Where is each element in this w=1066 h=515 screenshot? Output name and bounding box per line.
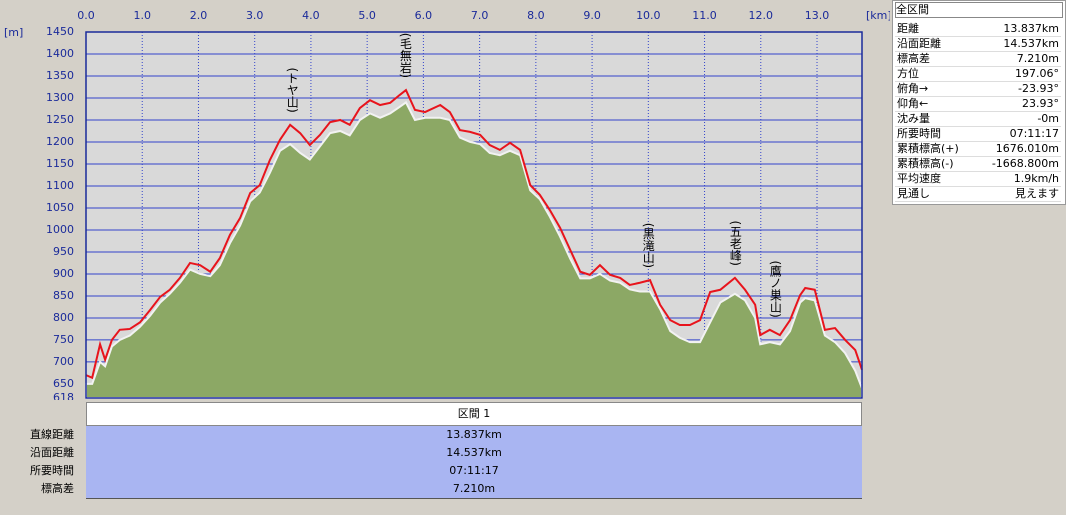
row-label: 沿面距離 [30, 446, 74, 459]
x-tick-label: 6.0 [415, 9, 433, 22]
row-divider [895, 186, 1061, 187]
summary-label: 累積標高(-) [897, 157, 954, 170]
y-tick-label: 1350 [46, 69, 74, 82]
row-divider [895, 51, 1061, 52]
y-tick-label: 850 [53, 289, 74, 302]
summary-label: 見通し [897, 187, 930, 200]
summary-value: -23.93° [1018, 82, 1059, 95]
y-tick-label: 1050 [46, 201, 74, 214]
y-tick-label: 750 [53, 333, 74, 346]
y-tick-label: 900 [53, 267, 74, 280]
y-tick-label: 650 [53, 377, 74, 390]
y-tick-label: 1450 [46, 25, 74, 38]
peak-label: (黒滝山) [641, 223, 655, 268]
row-label: 所要時間 [30, 464, 74, 477]
summary-label: 累積標高(+) [897, 142, 959, 155]
peak-label: (鷹ノ巣山) [768, 260, 782, 317]
x-tick-label: 5.0 [358, 9, 376, 22]
summary-value: 13.837km [1003, 22, 1059, 35]
summary-label: 距離 [897, 22, 919, 35]
row-value: 13.837km [86, 426, 862, 444]
row-divider [895, 141, 1061, 142]
x-tick-label: 10.0 [636, 9, 661, 22]
summary-value: 見えます [1015, 187, 1059, 200]
summary-value: -1668.800m [991, 157, 1059, 170]
summary-label: 沿面距離 [897, 37, 941, 50]
x-tick-label: 12.0 [749, 9, 774, 22]
x-tick-label: 13.0 [805, 9, 830, 22]
row-divider [895, 96, 1061, 97]
y-tick-label: 1100 [46, 179, 74, 192]
summary-label: 沈み量 [897, 112, 930, 125]
x-tick-label: 7.0 [471, 9, 489, 22]
row-value: 7.210m [86, 480, 862, 499]
summary-value: 1676.010m [995, 142, 1059, 155]
plot-frame [85, 31, 863, 399]
y-tick-label: 1200 [46, 135, 74, 148]
summary-label: 標高差 [897, 52, 930, 65]
y-tick-label: 700 [53, 355, 74, 368]
peak-label: (毛無岩) [398, 33, 412, 78]
panel-title: 全区間 [895, 2, 1063, 18]
x-tick-label: 9.0 [583, 9, 601, 22]
row-divider [895, 201, 1061, 202]
row-label: 直線距離 [30, 428, 74, 441]
summary-label: 所要時間 [897, 127, 941, 140]
x-tick-label: 4.0 [302, 9, 320, 22]
row-label: 標高差 [41, 482, 74, 495]
row-value: 14.537km [86, 444, 862, 462]
peak-label: (トヤ山) [285, 67, 299, 112]
summary-label: 平均速度 [897, 172, 941, 185]
row-divider [895, 66, 1061, 67]
x-tick-label: 2.0 [190, 9, 208, 22]
y-tick-label: 1400 [46, 47, 74, 60]
section-header: 区間 1 [86, 402, 862, 426]
y-tick-label: 618 [53, 391, 74, 400]
y-tick-label: 800 [53, 311, 74, 324]
x-tick-label: 0.0 [77, 9, 95, 22]
summary-value: 197.06° [1015, 67, 1059, 80]
y-unit-label: [m] [4, 26, 23, 39]
row-divider [895, 36, 1061, 37]
summary-panel: 全区間距離 13.837km 沿面距離 14.537km 標高差 7.210m 方位 197.… [892, 0, 1066, 205]
row-divider [895, 81, 1061, 82]
terrain-area [85, 100, 863, 399]
x-tick-label: 8.0 [527, 9, 545, 22]
summary-value: 23.93° [1022, 97, 1059, 110]
y-tick-label: 1150 [46, 157, 74, 170]
summary-value: 14.537km [1003, 37, 1059, 50]
summary-value: 07:11:17 [1009, 127, 1059, 140]
row-divider [895, 111, 1061, 112]
y-tick-label: 1250 [46, 113, 74, 126]
route-line [85, 88, 863, 380]
y-tick-label: 1000 [46, 223, 74, 236]
summary-value: 7.210m [1016, 52, 1059, 65]
summary-value: -0m [1037, 112, 1059, 125]
x-tick-label: 11.0 [692, 9, 717, 22]
y-tick-label: 1300 [46, 91, 74, 104]
row-divider [895, 156, 1061, 157]
summary-value: 1.9km/h [1013, 172, 1059, 185]
row-value: 07:11:17 [86, 462, 862, 480]
row-divider [895, 171, 1061, 172]
peak-label: (五老峰) [728, 221, 742, 266]
summary-label: 仰角← [897, 97, 929, 110]
summary-label: 俯角→ [897, 82, 929, 95]
y-tick-label: 950 [53, 245, 74, 258]
row-divider [895, 126, 1061, 127]
x-tick-label: 1.0 [133, 9, 151, 22]
x-tick-label: 3.0 [246, 9, 264, 22]
x-unit-label: [km] [866, 9, 890, 22]
summary-label: 方位 [897, 67, 919, 80]
